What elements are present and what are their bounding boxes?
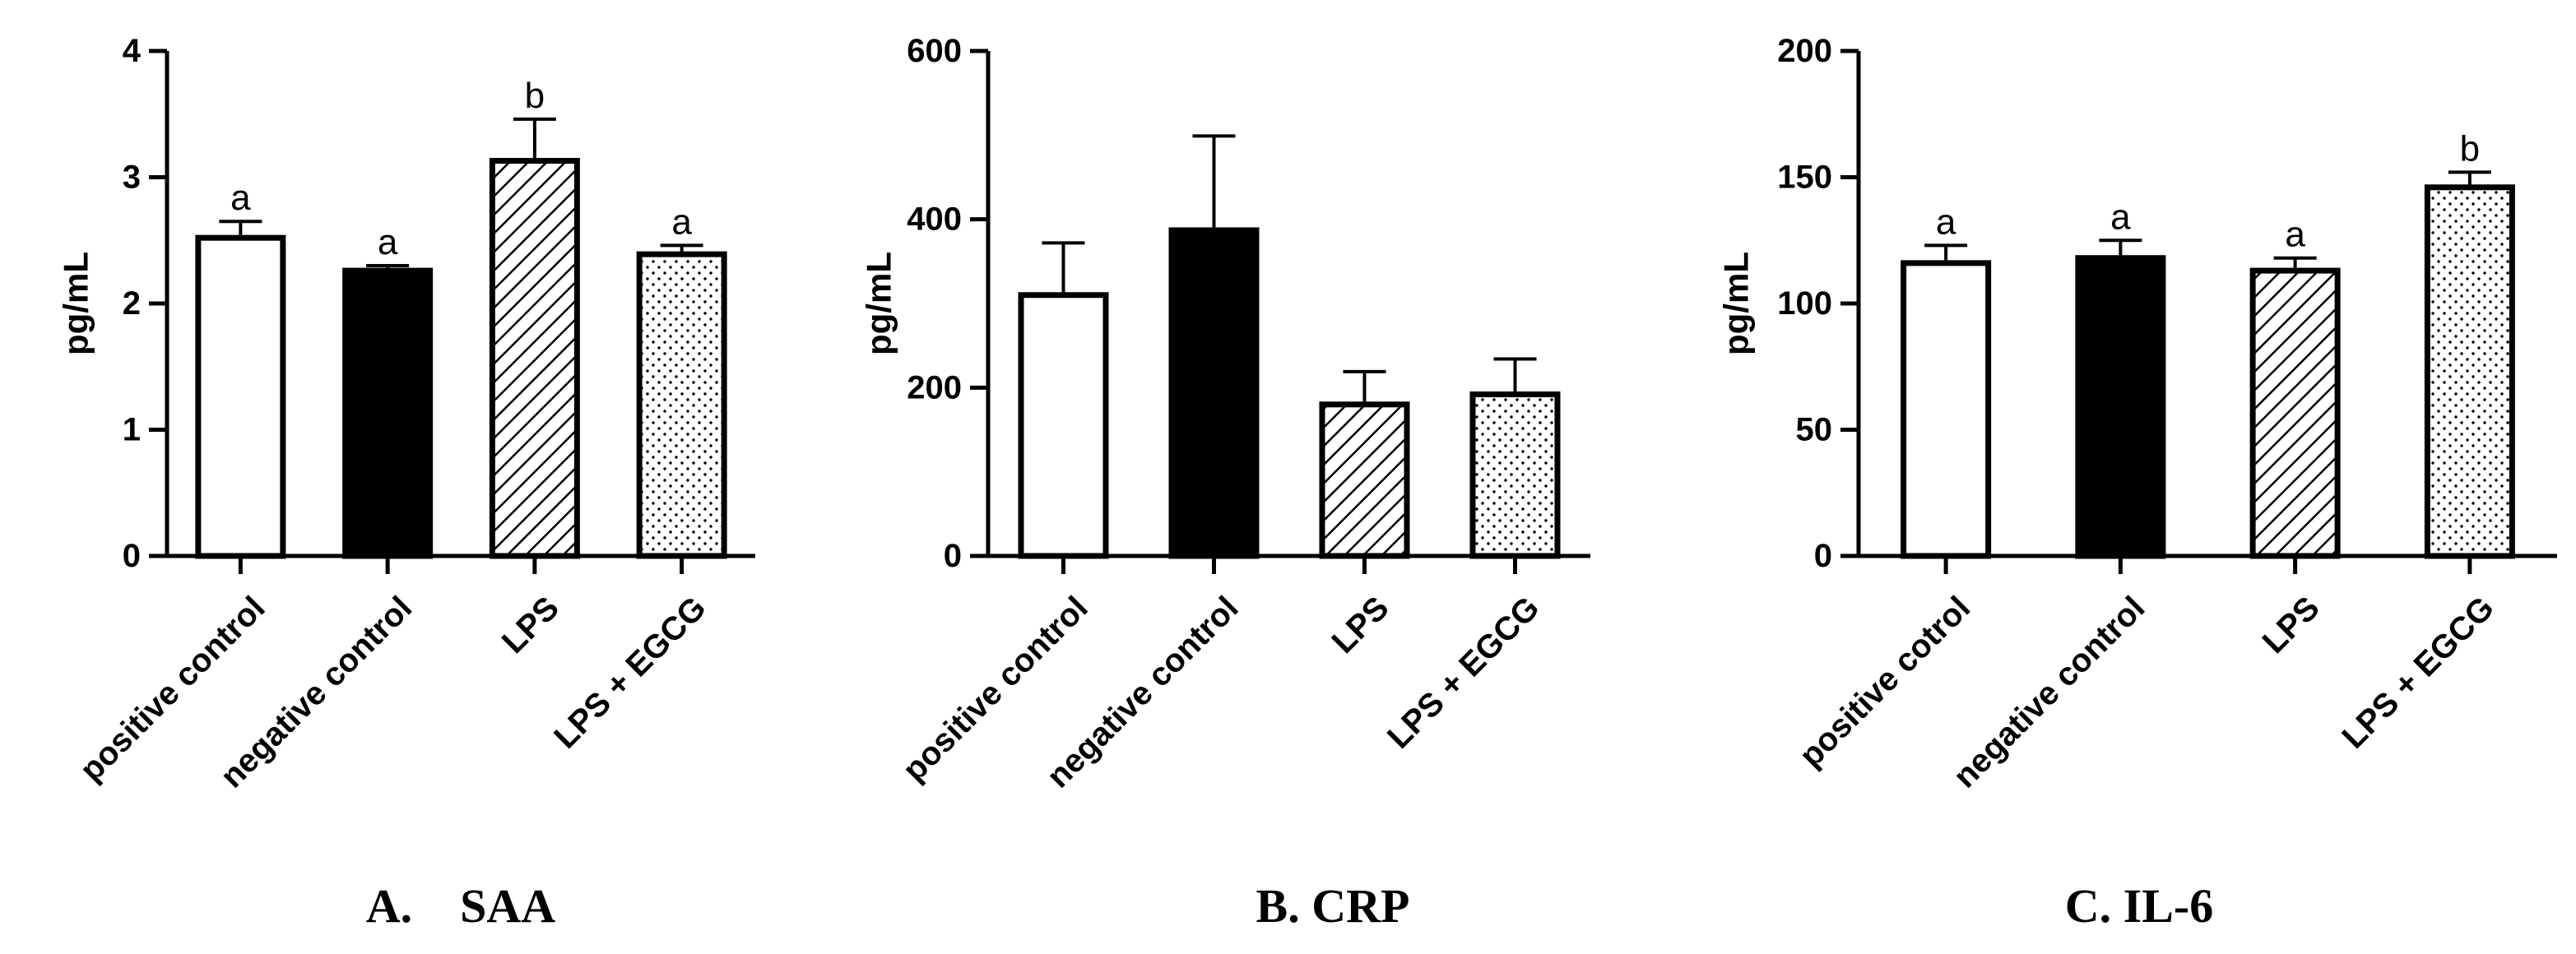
- y-tick-label: 400: [907, 201, 962, 238]
- panel-il6: 0 50 100 150 200 pg/mL a positive cotrol a negati…: [1717, 33, 2557, 795]
- bar-lps: [2249, 267, 2341, 559]
- y-tick-label: 1: [123, 412, 141, 448]
- category-label-lps-egcg: LPS + EGCG: [547, 590, 713, 756]
- category-label-positive-cotrol: positive cotrol: [1793, 590, 1977, 774]
- y-tick-label: 0: [123, 538, 141, 574]
- significance-label: a: [2285, 215, 2305, 255]
- bar-positive-control: [1018, 292, 1109, 559]
- significance-label: a: [1936, 201, 1956, 242]
- bar-lps: [1319, 401, 1410, 559]
- category-label-lps: LPS: [2256, 590, 2327, 660]
- y-tick-label: 2: [123, 285, 141, 322]
- category-label-lps-egcg: LPS + EGCG: [2335, 590, 2501, 756]
- bar-negative-control: [342, 267, 434, 559]
- significance-label: a: [2110, 197, 2131, 237]
- y-tick-label: 200: [907, 369, 962, 405]
- significance-label: a: [378, 222, 398, 262]
- category-label-negative-control: negative control: [1947, 590, 2152, 795]
- bar-lps-egcg: [1469, 391, 1561, 559]
- y-tick-label: 200: [1777, 33, 1832, 69]
- significance-label: a: [230, 178, 251, 218]
- panel-caption-crp: B. CRP: [1256, 879, 1410, 933]
- y-tick-label: 100: [1777, 285, 1832, 322]
- bar-lps-egcg: [2424, 184, 2515, 559]
- bar-negative-control: [2075, 255, 2166, 559]
- y-axis-label: pg/mL: [1717, 252, 1756, 355]
- bar-lps-egcg: [636, 251, 727, 559]
- bar-negative-control: [1168, 227, 1260, 559]
- y-tick-label: 50: [1796, 412, 1833, 448]
- bar-positive-cotrol: [1901, 260, 1992, 559]
- panel-caption-saa: A. SAA: [365, 879, 556, 933]
- y-axis-label: pg/mL: [57, 252, 95, 355]
- category-label-lps-egcg: LPS + EGCG: [1381, 590, 1547, 756]
- significance-label: a: [671, 201, 692, 242]
- category-label-lps: LPS: [1325, 590, 1396, 660]
- y-axis-label: pg/mL: [860, 252, 898, 355]
- y-tick-label: 0: [1814, 538, 1832, 574]
- y-tick-label: 3: [123, 160, 141, 196]
- bar-positive-control: [195, 234, 286, 559]
- y-tick-label: 0: [944, 538, 962, 574]
- bar-lps: [489, 158, 580, 559]
- y-tick-label: 4: [123, 33, 142, 69]
- y-tick-label: 600: [907, 33, 962, 69]
- y-tick-label: 150: [1777, 160, 1832, 196]
- panel-caption-il6: C. IL-6: [2064, 879, 2214, 933]
- significance-label: b: [525, 76, 545, 116]
- significance-label: b: [2460, 128, 2480, 169]
- category-label-lps: LPS: [495, 590, 566, 660]
